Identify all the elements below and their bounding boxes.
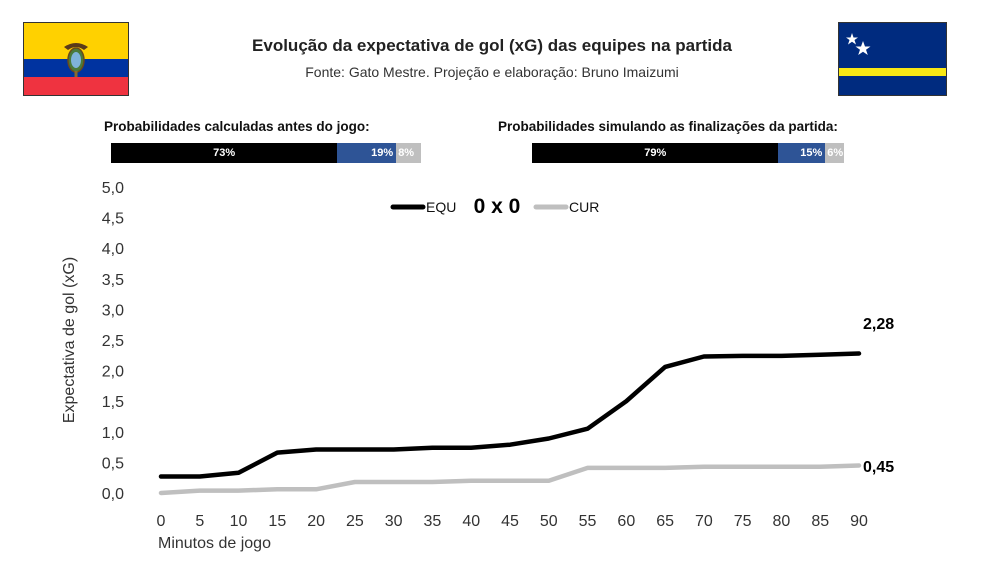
x-tick-label: 35	[424, 513, 442, 530]
cur-final-value-label: 0,45	[863, 459, 894, 476]
y-tick-label: 5,0	[102, 180, 124, 197]
y-axis-label: Expectativa de gol (xG)	[61, 257, 78, 423]
pre-match-segment-draw: 19%	[337, 143, 397, 163]
series-line-cur	[158, 463, 862, 496]
x-tick-label: 85	[811, 513, 829, 530]
y-tick-label: 3,0	[102, 302, 124, 319]
star-icon	[846, 33, 871, 55]
y-tick-label: 2,5	[102, 333, 124, 350]
series-line-equ	[158, 351, 862, 479]
simulated-probability-label: Probabilidades simulando as finalizações…	[498, 119, 838, 134]
x-tick-label: 55	[579, 513, 597, 530]
x-tick-label: 40	[462, 513, 480, 530]
y-tick-label: 2,0	[102, 364, 124, 381]
x-tick-label: 70	[695, 513, 713, 530]
legend-cur-label: CUR	[569, 199, 599, 215]
y-tick-label: 0,0	[102, 486, 124, 503]
coat-of-arms-icon	[64, 43, 88, 77]
x-tick-label: 65	[656, 513, 674, 530]
x-tick-label: 45	[501, 513, 519, 530]
x-tick-label: 10	[230, 513, 248, 530]
y-tick-label: 1,5	[102, 394, 124, 411]
simulated-probability-bar: 79% 15% 6%	[532, 143, 844, 163]
chart-subtitle: Fonte: Gato Mestre. Projeção e elaboraçã…	[305, 64, 679, 80]
x-tick-label: 25	[346, 513, 364, 530]
chart-title: Evolução da expectativa de gol (xG) das …	[252, 36, 732, 55]
x-tick-label: 30	[385, 513, 403, 530]
x-tick-label: 60	[617, 513, 635, 530]
x-tick-label: 20	[307, 513, 325, 530]
ecuador-flag-graphic	[24, 23, 128, 95]
y-tick-label: 1,0	[102, 425, 124, 442]
x-tick-label: 75	[734, 513, 752, 530]
simulated-segment-draw: 15%	[778, 143, 826, 163]
simulated-segment-equ: 79%	[532, 143, 779, 163]
match-score: 0 x 0	[474, 195, 521, 218]
equ-final-value-label: 2,28	[863, 316, 894, 333]
pre-match-segment-equ: 73%	[111, 143, 338, 163]
y-tick-label: 4,5	[102, 211, 124, 228]
curacao-flag-graphic	[839, 23, 946, 95]
x-axis-label: Minutos de jogo	[158, 535, 271, 552]
y-tick-label: 4,0	[102, 241, 124, 258]
y-tick-label: 3,5	[102, 272, 124, 289]
legend-equ-label: EQU	[426, 199, 456, 215]
ecuador-flag	[23, 22, 129, 96]
pre-match-probability-label: Probabilidades calculadas antes do jogo:	[104, 119, 370, 134]
simulated-segment-cur: 6%	[825, 143, 844, 163]
x-tick-label: 80	[773, 513, 791, 530]
pre-match-probability-bar: 73% 19% 8%	[111, 143, 421, 163]
x-tick-label: 50	[540, 513, 558, 530]
x-tick-label: 15	[268, 513, 286, 530]
y-tick-label: 0,5	[102, 455, 124, 472]
legend: EQU 0 x 0 CUR	[390, 195, 599, 218]
curacao-flag	[838, 22, 947, 96]
x-tick-label: 90	[850, 513, 868, 530]
pre-match-segment-cur: 8%	[396, 143, 421, 163]
x-tick-label: 5	[195, 513, 204, 530]
x-tick-label: 0	[157, 513, 166, 530]
